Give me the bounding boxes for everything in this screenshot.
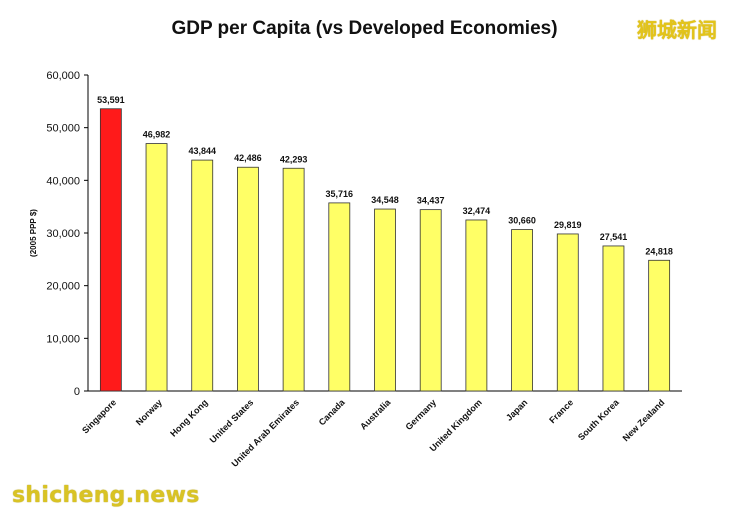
category-label: Hong Kong	[168, 397, 209, 438]
bar-australia	[374, 208, 396, 392]
bar-hong-kong	[191, 159, 214, 392]
category-label: South Korea	[576, 397, 622, 443]
data-label: 53,591	[97, 95, 125, 105]
data-label: 35,716	[326, 189, 354, 199]
y-tick-label: 50,000	[46, 123, 80, 135]
data-label: 46,982	[143, 130, 171, 140]
data-label: 27,541	[600, 232, 628, 242]
bar-france	[556, 233, 579, 392]
bar-japan	[511, 229, 533, 392]
chart-bars	[99, 108, 671, 392]
chart-title: GDP per Capita (vs Developed Economies)	[171, 18, 558, 39]
bar-norway	[145, 143, 168, 392]
category-label: United States	[208, 397, 256, 445]
category-label: Canada	[317, 397, 348, 428]
data-label: 43,844	[188, 146, 216, 156]
category-label: Norway	[134, 397, 164, 427]
bar-germany	[419, 209, 442, 392]
y-tick-label: 0	[74, 386, 80, 398]
bar-united-kingdom	[465, 219, 488, 392]
category-label: Germany	[403, 397, 438, 432]
y-tick-label: 30,000	[46, 228, 80, 240]
data-label: 29,819	[554, 220, 582, 230]
y-tick-label: 10,000	[46, 333, 80, 345]
y-tick-label: 60,000	[46, 70, 80, 82]
bar-united-arab-emirates	[282, 167, 305, 392]
data-label: 42,293	[280, 154, 308, 164]
y-axis-title: (2005 PPP $)	[29, 209, 38, 257]
data-label: 34,548	[371, 195, 399, 205]
bar-canada	[328, 202, 351, 392]
data-label: 42,486	[234, 153, 262, 163]
category-label: France	[547, 397, 575, 425]
category-label: Australia	[358, 397, 393, 432]
watermark-logo-cn: 狮城新闻	[637, 18, 717, 42]
category-label: New Zealand	[621, 397, 667, 443]
bar-south-korea	[602, 245, 625, 392]
watermark-logo-en: shicheng.news	[12, 483, 200, 508]
bar-new-zealand	[648, 259, 671, 392]
bar-singapore	[99, 108, 122, 392]
data-label: 30,660	[508, 216, 536, 226]
data-label: 32,474	[463, 206, 491, 216]
category-label: Singapore	[80, 397, 118, 435]
bar-united-states	[237, 166, 259, 392]
category-label: Japan	[504, 397, 529, 422]
y-tick-label: 40,000	[46, 175, 80, 187]
data-label: 24,818	[645, 246, 673, 256]
data-label: 34,437	[417, 196, 445, 206]
y-tick-label: 20,000	[46, 281, 80, 293]
